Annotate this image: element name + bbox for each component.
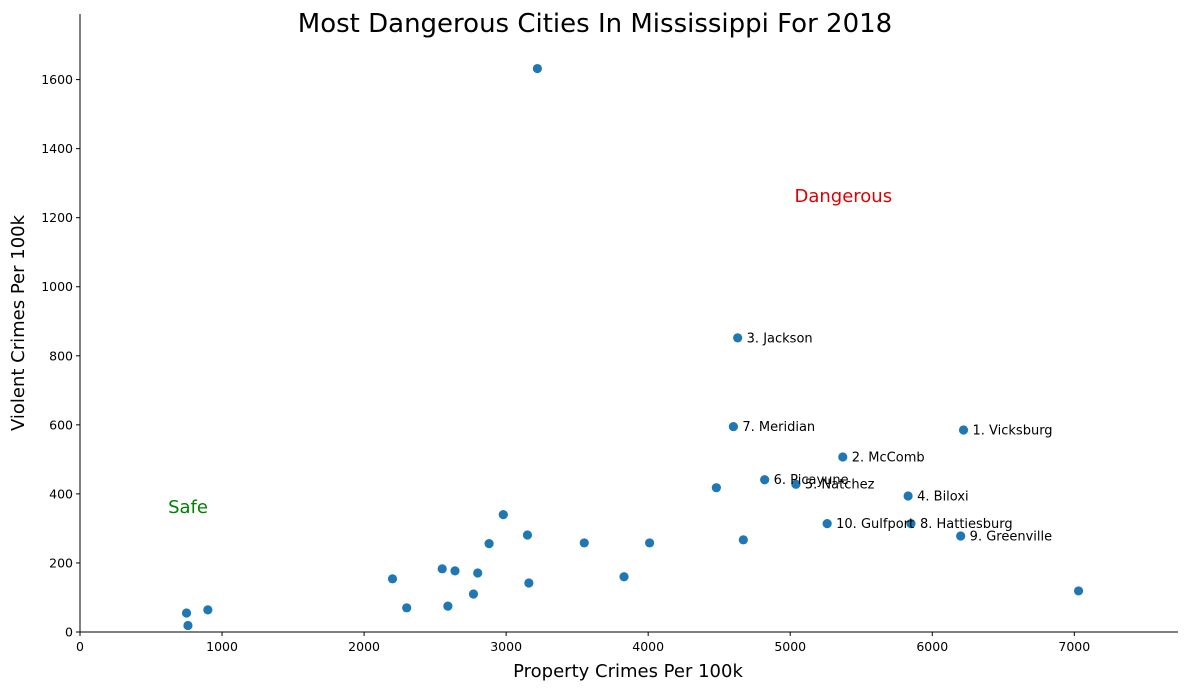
- x-tick-label: 0: [76, 639, 84, 654]
- y-tick-label: 0: [65, 625, 73, 640]
- data-point: [498, 510, 508, 520]
- y-tick-label: 200: [49, 555, 73, 570]
- data-point: [838, 452, 848, 462]
- data-point: [468, 589, 479, 599]
- data-point: [522, 530, 533, 540]
- point-label: 10. Gulfport: [836, 517, 914, 532]
- y-tick-label: 1200: [41, 210, 73, 225]
- x-tick-label: 6000: [916, 639, 948, 654]
- y-tick-label: 1600: [41, 72, 73, 87]
- data-point: [906, 518, 916, 529]
- point-label: 6. Picayune: [774, 473, 849, 488]
- data-point: [903, 491, 913, 501]
- y-tick-label: 400: [49, 486, 73, 501]
- data-point: [958, 425, 969, 435]
- data-point: [443, 601, 453, 611]
- data-point: [728, 421, 739, 432]
- data-point: [183, 620, 193, 631]
- point-label: 4. Biloxi: [917, 489, 969, 504]
- point-label: 8. Hattiesburg: [920, 517, 1013, 532]
- point-label: 3. Jackson: [747, 331, 813, 346]
- y-tick-label: 1400: [41, 141, 73, 156]
- y-axis-ticks: 0 200 400 600 800 1000 1200 1400 1600: [41, 72, 80, 640]
- x-tick-label: 2000: [348, 639, 380, 654]
- chart-title: Most Dangerous Cities In Mississippi For…: [298, 9, 892, 39]
- data-point: [956, 531, 966, 541]
- data-point: [738, 535, 748, 545]
- data-point: [532, 63, 542, 74]
- data-point: [619, 572, 629, 582]
- data-point: [484, 539, 494, 549]
- data-point: [387, 574, 398, 584]
- data-point: [644, 538, 655, 548]
- annotation-dangerous: Dangerous: [794, 186, 892, 207]
- x-tick-label: 1000: [206, 639, 238, 654]
- point-label: 5. Natchez: [805, 478, 875, 493]
- point-label: 9. Greenville: [970, 530, 1052, 545]
- data-point: [402, 603, 412, 613]
- data-point: [760, 475, 770, 485]
- y-axis-label: Violent Crimes Per 100k: [8, 214, 29, 431]
- x-tick-label: 5000: [774, 639, 806, 654]
- data-point: [791, 479, 801, 489]
- point-label: 1. Vicksburg: [973, 424, 1053, 439]
- x-tick-label: 7000: [1058, 639, 1090, 654]
- data-point: [450, 566, 460, 576]
- point-label: 7. Meridian: [742, 420, 815, 435]
- x-axis-label: Property Crimes Per 100k: [513, 661, 743, 682]
- data-point: [203, 605, 213, 615]
- y-tick-label: 800: [49, 348, 73, 363]
- data-point: [822, 518, 832, 529]
- y-tick-label: 600: [49, 417, 73, 432]
- data-point: [437, 564, 447, 574]
- data-point: [524, 578, 534, 588]
- data-point: [733, 333, 743, 343]
- x-axis-ticks: 0 1000 2000 3000 4000 5000 6000 7000: [76, 632, 1090, 654]
- data-point: [473, 568, 483, 578]
- y-tick-label: 1000: [41, 279, 73, 294]
- x-tick-label: 4000: [632, 639, 664, 654]
- data-point: [711, 483, 721, 493]
- data-point: [579, 538, 589, 548]
- plot-area: Dangerous Safe 1. Vicksburg 2. McComb 3. Jac…: [168, 63, 1084, 631]
- x-tick-label: 3000: [490, 639, 522, 654]
- data-point: [181, 608, 192, 618]
- annotation-safe: Safe: [168, 497, 208, 518]
- data-point: [1073, 586, 1084, 596]
- point-label: 2. McComb: [852, 450, 925, 465]
